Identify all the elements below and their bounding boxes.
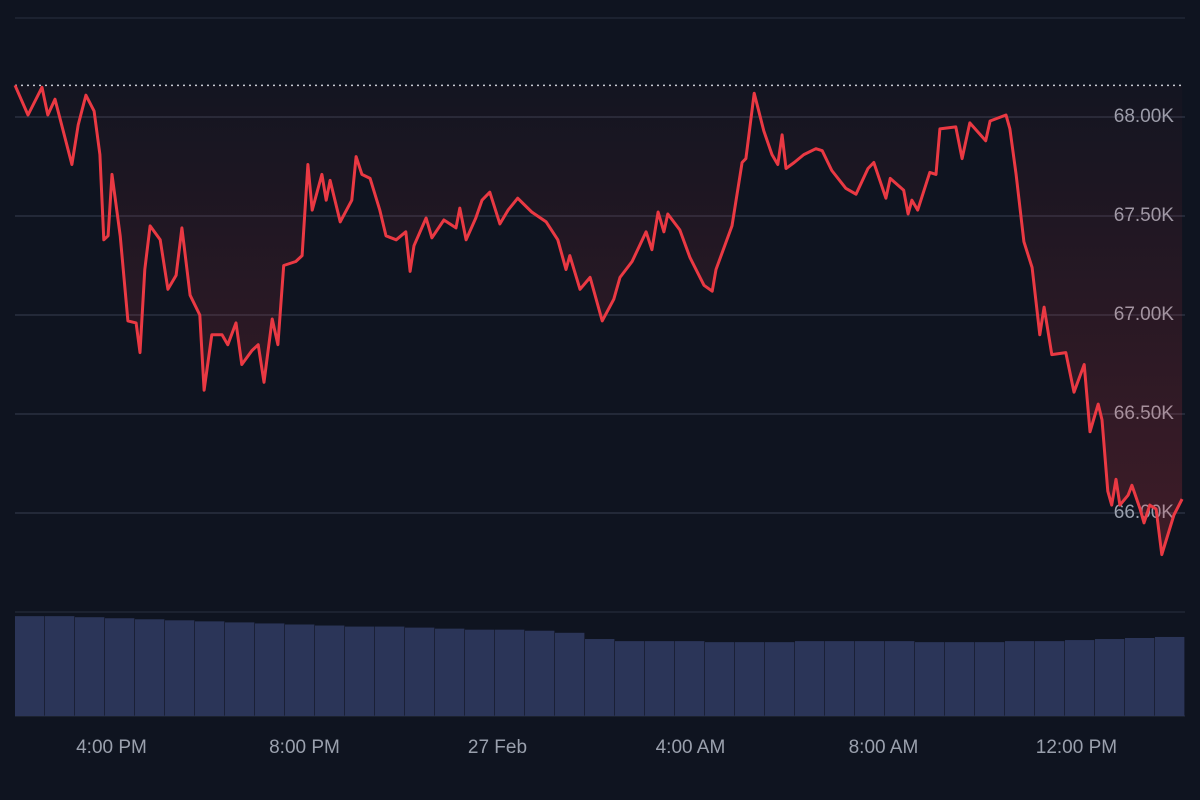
volume-bar — [375, 626, 405, 716]
volume-bar — [165, 620, 195, 716]
x-tick-label: 8:00 PM — [269, 737, 340, 758]
volume-bar — [975, 642, 1005, 716]
x-tick-label: 4:00 AM — [656, 737, 726, 758]
volume-bar — [1125, 638, 1155, 716]
volume-bar — [885, 641, 915, 716]
volume-bar — [705, 642, 735, 716]
volume-bar — [345, 626, 375, 716]
volume-bar — [585, 639, 615, 716]
volume-bar — [915, 642, 945, 716]
volume-bar — [1095, 639, 1125, 716]
volume-bar — [315, 625, 345, 716]
volume-bar — [405, 627, 435, 716]
volume-bar — [1065, 640, 1095, 716]
volume-bar — [555, 632, 585, 716]
volume-bar — [1035, 641, 1065, 716]
volume-bar — [465, 629, 495, 716]
volume-bar — [735, 642, 765, 716]
volume-bar — [495, 629, 525, 716]
volume-bar — [675, 641, 705, 716]
volume-bar — [195, 621, 225, 716]
volume-bar — [75, 617, 105, 716]
volume-bar — [435, 628, 465, 716]
volume-bar — [765, 642, 795, 716]
volume-bar — [645, 641, 675, 716]
volume-bar — [795, 641, 825, 716]
x-tick-label: 4:00 PM — [76, 737, 147, 758]
volume-bar — [945, 642, 975, 716]
volume-bar — [285, 624, 315, 716]
price-line — [13, 84, 1184, 557]
volume-bar — [1005, 641, 1035, 716]
volume-bar — [615, 641, 645, 716]
volume-bar — [15, 616, 45, 716]
x-tick-label: 27 Feb — [468, 737, 527, 758]
volume-bar — [225, 622, 255, 716]
volume-bar — [45, 616, 75, 716]
volume-bar — [105, 618, 135, 716]
volume-bar — [825, 641, 855, 716]
volume-bar — [135, 619, 165, 716]
x-tick-label: 8:00 AM — [849, 737, 919, 758]
area-fill — [15, 85, 1183, 555]
volume-bar — [855, 641, 885, 716]
volume-bar — [1155, 636, 1185, 716]
volume-bar — [255, 623, 285, 716]
x-tick-label: 12:00 PM — [1036, 737, 1117, 758]
volume-bar — [525, 630, 555, 716]
